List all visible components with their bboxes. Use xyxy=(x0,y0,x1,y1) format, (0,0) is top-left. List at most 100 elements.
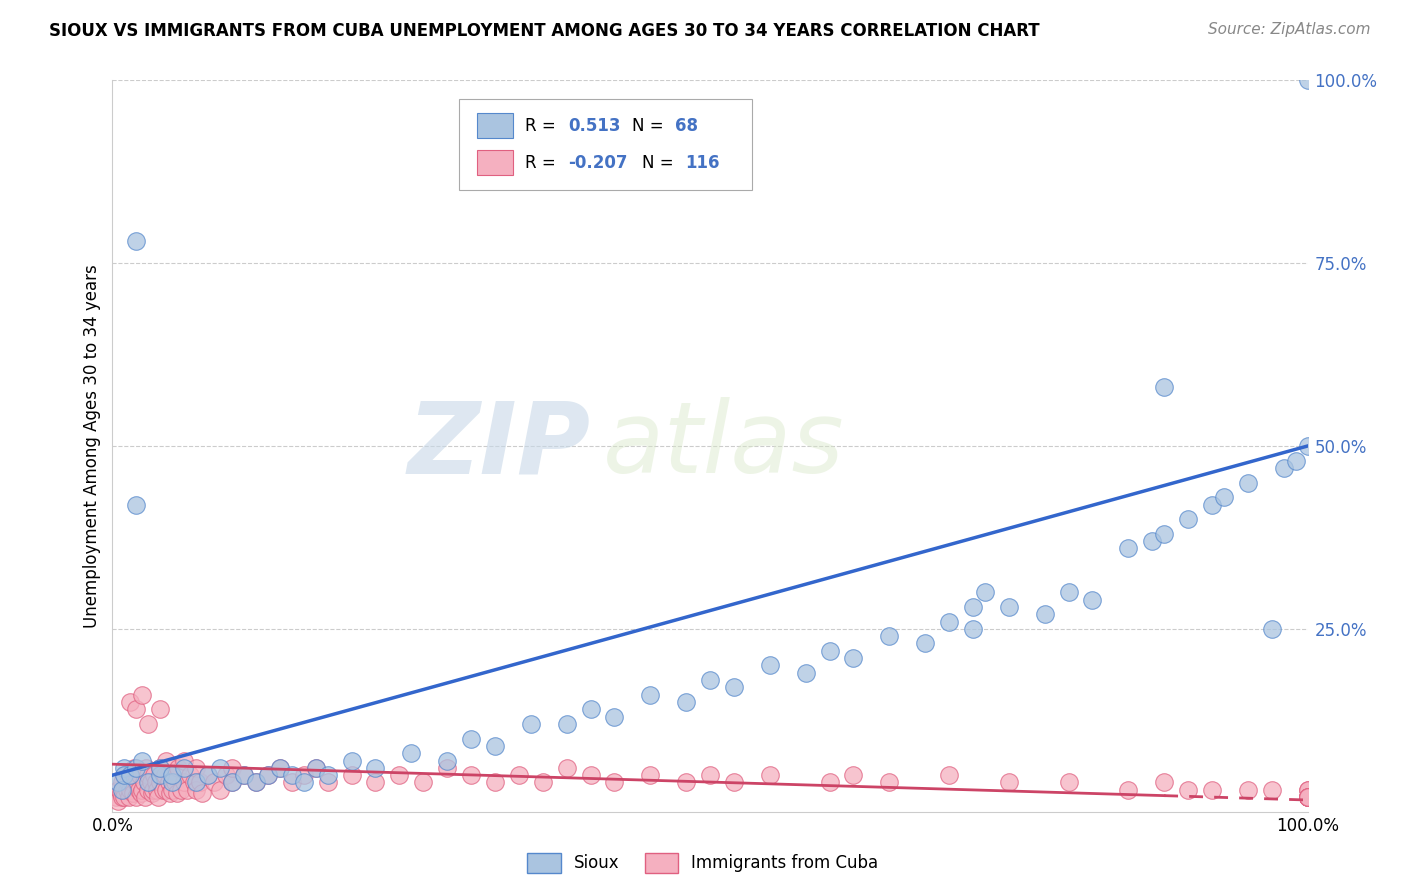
Point xyxy=(111,790,134,805)
Point xyxy=(531,775,554,789)
Point xyxy=(173,775,195,789)
Point xyxy=(842,768,865,782)
Point xyxy=(245,775,267,789)
Point xyxy=(125,498,148,512)
Point xyxy=(153,768,176,782)
Point xyxy=(135,761,157,775)
Point xyxy=(305,761,328,775)
Point xyxy=(699,673,721,687)
Point xyxy=(1296,782,1319,797)
Point xyxy=(364,775,387,789)
Point xyxy=(152,782,174,797)
Point xyxy=(555,717,578,731)
FancyBboxPatch shape xyxy=(458,99,752,190)
Point xyxy=(145,775,167,789)
Point xyxy=(962,622,984,636)
Point xyxy=(114,768,135,782)
Point xyxy=(292,775,315,789)
Point xyxy=(120,768,142,782)
Point xyxy=(879,775,901,789)
Point xyxy=(125,702,148,716)
Point xyxy=(122,761,145,775)
Point xyxy=(167,761,190,775)
Point xyxy=(209,782,232,797)
Point xyxy=(114,768,135,782)
Point xyxy=(675,695,697,709)
Point xyxy=(134,790,156,805)
Point xyxy=(1057,585,1080,599)
Point xyxy=(162,775,183,789)
Point xyxy=(162,768,183,782)
Point xyxy=(579,702,602,716)
Point xyxy=(257,768,280,782)
Point xyxy=(281,768,304,782)
Point xyxy=(974,585,997,599)
Point xyxy=(1296,439,1319,453)
Point xyxy=(794,665,817,680)
Point xyxy=(166,787,188,801)
Point xyxy=(1153,526,1175,541)
Point xyxy=(1272,461,1295,475)
Point xyxy=(305,761,328,775)
Point xyxy=(157,775,180,789)
Point xyxy=(149,702,172,716)
Point xyxy=(1296,790,1319,805)
Point xyxy=(1296,790,1319,805)
Point xyxy=(1213,490,1236,504)
Point xyxy=(197,768,219,782)
Point xyxy=(316,775,339,789)
Text: N =: N = xyxy=(633,117,669,135)
Legend: Sioux, Immigrants from Cuba: Sioux, Immigrants from Cuba xyxy=(520,847,886,880)
Point xyxy=(914,636,936,650)
Point xyxy=(115,782,138,797)
Text: ZIP: ZIP xyxy=(408,398,591,494)
Point xyxy=(484,775,506,789)
Point xyxy=(131,782,153,797)
Point xyxy=(188,775,211,789)
Point xyxy=(1177,512,1199,526)
Point xyxy=(138,717,160,731)
Point xyxy=(107,794,129,808)
Point xyxy=(1118,782,1140,797)
Text: N =: N = xyxy=(643,153,679,172)
Point xyxy=(1177,782,1199,797)
Point xyxy=(125,775,148,789)
Point xyxy=(699,768,721,782)
Point xyxy=(723,681,745,695)
Point xyxy=(1237,475,1260,490)
Point xyxy=(117,775,139,789)
Point xyxy=(149,761,172,775)
Point xyxy=(292,768,315,782)
Point xyxy=(1296,790,1319,805)
Point xyxy=(173,754,195,768)
Point xyxy=(221,775,243,789)
Point xyxy=(114,782,135,797)
Point xyxy=(1296,73,1319,87)
Point xyxy=(1296,790,1319,805)
Text: 0.513: 0.513 xyxy=(568,117,620,135)
Point xyxy=(412,775,434,789)
Point xyxy=(114,790,135,805)
Point xyxy=(938,615,960,629)
Point xyxy=(1201,782,1223,797)
Point xyxy=(163,775,186,789)
Point xyxy=(998,599,1021,614)
Point xyxy=(1201,498,1223,512)
Point xyxy=(1033,607,1056,622)
Point xyxy=(191,787,214,801)
Text: -0.207: -0.207 xyxy=(568,153,627,172)
Point xyxy=(316,768,339,782)
Point xyxy=(173,761,195,775)
Point xyxy=(129,787,152,801)
Point xyxy=(221,775,243,789)
Point xyxy=(141,787,163,801)
Point xyxy=(245,775,267,789)
Point xyxy=(138,768,160,782)
Point xyxy=(281,775,304,789)
Point xyxy=(364,761,387,775)
Point xyxy=(1296,790,1319,805)
Point xyxy=(138,775,160,789)
Point xyxy=(520,717,543,731)
Point xyxy=(142,782,165,797)
Point xyxy=(388,768,411,782)
